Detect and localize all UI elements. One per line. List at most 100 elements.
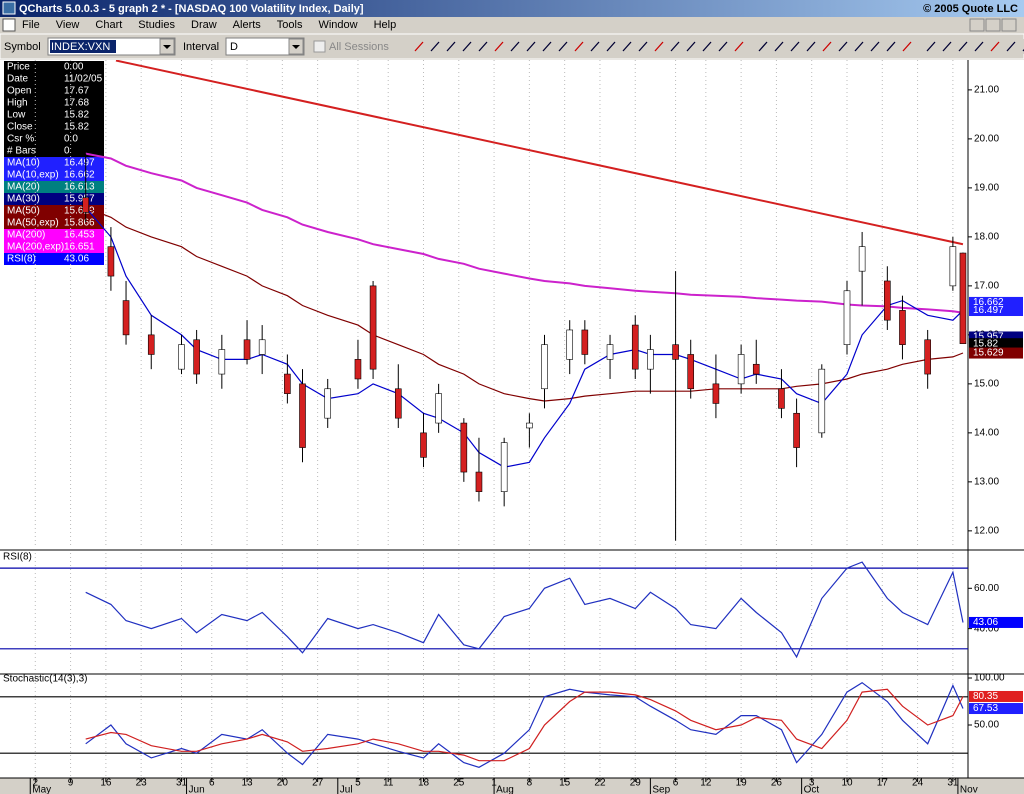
candle-body: [243, 339, 251, 360]
x-tick-label: 20: [277, 778, 289, 789]
info-row: [4, 229, 104, 241]
toolbar-icon[interactable]: [556, 39, 570, 54]
candle-body: [631, 324, 639, 370]
toolbar-icon[interactable]: [476, 39, 490, 54]
menu-item[interactable]: Alerts: [233, 19, 262, 31]
x-tick-label: 15: [559, 778, 571, 789]
toolbar-icon[interactable]: [972, 39, 986, 54]
toolbar-icon[interactable]: [716, 39, 730, 54]
toolbar-icon[interactable]: [900, 39, 914, 54]
toolbar-icon[interactable]: [868, 39, 882, 54]
icon-glyph: [718, 41, 728, 52]
symbol-label: Symbol: [4, 41, 41, 53]
y-tick-label: 20.00: [974, 134, 999, 145]
toolbar-icon[interactable]: [412, 39, 426, 54]
x-tick-label: 13: [241, 778, 253, 789]
toolbar-icon[interactable]: [988, 39, 1002, 54]
interval-value: D: [230, 41, 238, 53]
panel-title: RSI(8): [3, 552, 32, 563]
toolbar-icon[interactable]: [460, 39, 474, 54]
toolbar-icon[interactable]: [508, 39, 522, 54]
toolbar-icon[interactable]: [756, 39, 770, 54]
toolbar-icon[interactable]: [820, 39, 834, 54]
candle-body: [178, 344, 185, 370]
menu-item[interactable]: Studies: [138, 19, 175, 31]
toolbar-icon[interactable]: [636, 39, 650, 54]
candle-body: [949, 246, 957, 287]
toolbar-icon[interactable]: [652, 39, 666, 54]
candle-body: [687, 354, 695, 390]
menu-item[interactable]: Window: [318, 19, 357, 31]
icon-glyph: [686, 41, 696, 52]
menu-item[interactable]: View: [56, 19, 80, 31]
toolbar-icon[interactable]: [620, 39, 634, 54]
toolbar-icon[interactable]: [924, 39, 938, 54]
x-tick-label: 9: [68, 778, 74, 789]
toolbar-icon[interactable]: [852, 39, 866, 54]
menu-item[interactable]: Draw: [191, 19, 217, 31]
restore-button[interactable]: [985, 18, 1001, 32]
month-label: Jun: [189, 785, 205, 794]
toolbar-icon[interactable]: [428, 39, 442, 54]
y-tick-label: 21.00: [974, 85, 999, 96]
y-tick-label: 13.00: [974, 476, 999, 487]
toolbar-icon[interactable]: [772, 39, 786, 54]
price-axis-area: [968, 60, 1024, 778]
menu-item[interactable]: Chart: [95, 19, 122, 31]
icon-glyph: [430, 41, 440, 52]
minimize-button[interactable]: [969, 18, 985, 32]
last-value-box: [969, 296, 1023, 308]
y-tick-label: 50.00: [974, 720, 999, 731]
series-line: [85, 207, 964, 468]
toolbar-icon[interactable]: [524, 39, 538, 54]
last-value-box: [969, 331, 1023, 343]
toolbar-icon[interactable]: [684, 39, 698, 54]
toolbar-icon[interactable]: [940, 39, 954, 54]
toolbar-icon[interactable]: [668, 39, 682, 54]
candle-body: [147, 334, 155, 355]
info-value: 43.06: [64, 254, 89, 265]
info-row: [4, 241, 104, 253]
toolbar-icon[interactable]: [700, 39, 714, 54]
info-value: 15.866: [64, 218, 95, 229]
toolbar-icon[interactable]: [604, 39, 618, 54]
x-tick-label: 6: [673, 778, 679, 789]
toolbar-icon[interactable]: [540, 39, 554, 54]
y-tick-label: 40.00: [974, 623, 999, 634]
icon-glyph: [758, 41, 768, 52]
trendline: [115, 60, 964, 246]
menu-item[interactable]: Tools: [277, 19, 303, 31]
y-tick-label: 12.00: [974, 525, 999, 536]
checkbox[interactable]: [313, 40, 326, 53]
candle-body: [566, 329, 574, 360]
icon-glyph: [478, 41, 488, 52]
info-value: 16.613: [64, 182, 95, 193]
interval-input[interactable]: [225, 37, 305, 56]
candle-body: [959, 252, 967, 344]
toolbar-icon[interactable]: [588, 39, 602, 54]
toolbar-icon[interactable]: [1004, 39, 1018, 54]
close-button[interactable]: [1001, 18, 1017, 32]
toolbar-icon[interactable]: [732, 39, 746, 54]
toolbar-icon[interactable]: [572, 39, 586, 54]
doc-icon: [2, 18, 16, 32]
menu-bar: [0, 17, 1024, 33]
toolbar-icon[interactable]: [804, 39, 818, 54]
toolbar-icon[interactable]: [444, 39, 458, 54]
toolbar-icon[interactable]: [788, 39, 802, 54]
toolbar-icon[interactable]: [1020, 39, 1024, 54]
info-value: 15.629: [64, 206, 95, 217]
menu-item[interactable]: Help: [374, 19, 397, 31]
icon-glyph: [414, 41, 424, 52]
x-tick-label: 12: [700, 778, 712, 789]
menu-item[interactable]: File: [22, 19, 40, 31]
last-value-box: [969, 690, 1023, 702]
info-label: Csr %: [7, 134, 34, 145]
info-value: 15.82: [64, 122, 89, 133]
toolbar-icon[interactable]: [836, 39, 850, 54]
toolbar-icon[interactable]: [956, 39, 970, 54]
candle-body: [647, 349, 654, 370]
toolbar-icon[interactable]: [884, 39, 898, 54]
toolbar-icon[interactable]: [492, 39, 506, 54]
month-label: Oct: [804, 785, 820, 794]
